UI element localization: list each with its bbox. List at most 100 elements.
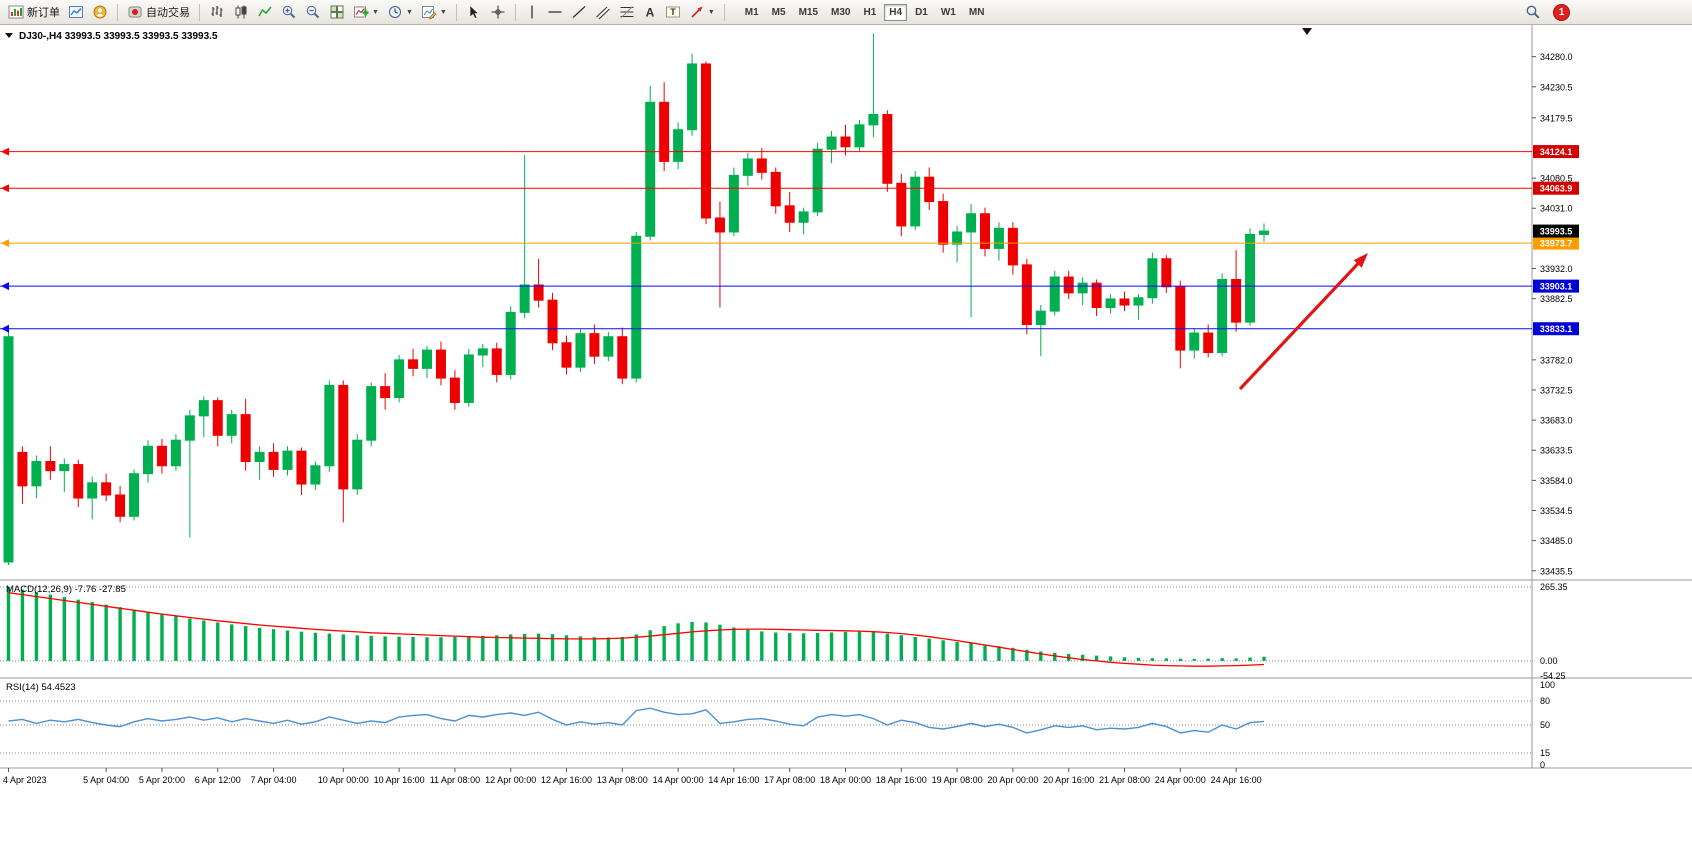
templates-button[interactable]: ▼ [417, 2, 451, 22]
text-label-tool-button[interactable]: T [661, 2, 685, 22]
timeframe-h4-button[interactable]: H4 [884, 3, 908, 21]
chart-header: DJ30-,H4 33993.5 33993.5 33993.5 33993.5 [5, 28, 1312, 42]
time-tick-label: 14 Apr 16:00 [708, 775, 759, 785]
arrows-tool-icon [691, 6, 703, 18]
tile-windows-button[interactable] [325, 2, 349, 22]
candlestick-chart-type-button[interactable] [229, 2, 253, 22]
time-tick-label: 24 Apr 16:00 [1211, 775, 1262, 785]
crosshair-tool-button[interactable] [486, 2, 510, 22]
time-tick-label: 20 Apr 00:00 [987, 775, 1038, 785]
chevron-down-icon: ▼ [372, 8, 379, 16]
price-tick-label: 33782.0 [1540, 355, 1573, 365]
timeframe-m5-button[interactable]: M5 [771, 6, 786, 18]
chart-window-button[interactable] [64, 2, 88, 22]
navigator-icon [93, 5, 107, 19]
timeframe-d1-button[interactable]: D1 [915, 6, 928, 18]
time-tick-label: 24 Apr 00:00 [1155, 775, 1206, 785]
timeframe-h1-button[interactable]: H1 [863, 6, 877, 18]
zoom-out-icon [306, 5, 320, 19]
zoom-in-icon [282, 5, 296, 19]
search-button[interactable] [1521, 2, 1545, 22]
price-tick-label: 33932.0 [1540, 264, 1573, 274]
toolbar-separator [455, 3, 457, 21]
indicators-icon [354, 6, 369, 18]
chart-area[interactable]: DJ30-,H4 33993.5 33993.5 33993.5 33993.5… [0, 25, 1692, 853]
time-tick-label: 19 Apr 08:00 [932, 775, 983, 785]
trendline-tool-button[interactable] [567, 2, 591, 22]
rsi-panel: RSI(14) 54.4523 100 80 50 15 0 [0, 680, 1555, 770]
svg-text:34063.9: 34063.9 [1540, 184, 1573, 194]
price-tick-label: 34230.5 [1540, 82, 1573, 92]
vertical-line-tool-button[interactable] [521, 2, 543, 22]
timeframe-m15-button[interactable]: M15 [798, 6, 819, 18]
price-tick-label: 34031.0 [1540, 204, 1573, 214]
svg-text:33903.1: 33903.1 [1540, 282, 1573, 292]
auto-trading-icon [128, 6, 142, 18]
bar-chart-type-icon [211, 6, 223, 17]
channel-tool-button[interactable] [591, 2, 615, 22]
price-tick-label: 33633.5 [1540, 446, 1573, 456]
timeframe-w1-button[interactable]: W1 [940, 6, 956, 18]
toolbar: 新订单 自动交易 [0, 0, 1692, 25]
zoom-in-button[interactable] [277, 2, 301, 22]
macd-panel: MACD(12,26,9) -7.76 -27.85 265.35 0.00 -54.… [0, 582, 1568, 681]
collapse-triangle-icon[interactable] [5, 33, 13, 38]
price-axis[interactable]: 34280.0 34230.5 34179.5 34080.5 34031.0 33932… [1532, 52, 1579, 576]
trend-arrow[interactable] [1238, 253, 1368, 391]
time-tick-label: 11 Apr 08:00 [430, 775, 480, 785]
toolbar-separator [117, 3, 118, 21]
indicators-button[interactable]: ▼ [349, 2, 383, 22]
notification-badge[interactable]: 1 [1553, 3, 1570, 21]
rsi-label: RSI(14) 54.4523 [6, 682, 76, 693]
time-tick-label: 6 Apr 12:00 [195, 775, 241, 785]
clock-icon [388, 6, 401, 18]
rsi-axis-label: 0 [1540, 760, 1545, 770]
vertical-line-icon [531, 5, 533, 19]
time-tick-label: 18 Apr 16:00 [876, 775, 927, 785]
horizontal-lines[interactable] [0, 147, 1532, 333]
price-tick-label: 33683.0 [1540, 416, 1573, 426]
zoom-out-button[interactable] [301, 2, 325, 22]
time-tick-label: 10 Apr 16:00 [374, 775, 425, 785]
time-axis[interactable]: 4 Apr 2023 5 Apr 04:00 5 Apr 20:00 6 Apr 12… [3, 768, 1262, 785]
time-tick-label: 7 Apr 04:00 [251, 775, 297, 785]
tile-windows-icon [330, 5, 344, 19]
horizontal-line-tool-button[interactable] [543, 2, 567, 22]
navigator-button[interactable] [88, 2, 112, 22]
chart-shift-marker-icon[interactable] [1302, 28, 1312, 35]
time-tick-label: 12 Apr 00:00 [485, 775, 536, 785]
bar-chart-type-button[interactable] [205, 2, 229, 22]
time-tick-label: 13 Apr 08:00 [597, 775, 648, 785]
new-order-icon [8, 5, 24, 19]
channel-icon [595, 6, 610, 20]
svg-text:33833.1: 33833.1 [1540, 324, 1573, 334]
time-tick-label: 20 Apr 16:00 [1043, 775, 1094, 785]
chevron-down-icon: ▼ [439, 8, 447, 16]
price-badge: 33833.1 [1533, 322, 1579, 336]
rsi-axis-label: 15 [1540, 748, 1550, 758]
line-chart-type-button[interactable] [253, 2, 277, 22]
auto-trading-button[interactable]: 自动交易 [123, 2, 194, 22]
macd-axis-label: 0.00 [1540, 656, 1558, 666]
timeframe-m1-button[interactable]: M1 [744, 6, 759, 18]
text-tool-button[interactable]: A [639, 2, 661, 22]
time-tick-label: 14 Apr 00:00 [653, 775, 704, 785]
periods-button[interactable]: ▼ [383, 2, 417, 22]
svg-text:T: T [670, 7, 676, 17]
crosshair-icon [491, 5, 505, 19]
rsi-axis-label: 100 [1540, 680, 1555, 690]
auto-trading-label: 自动交易 [146, 7, 190, 19]
time-tick-label: 12 Apr 16:00 [541, 775, 592, 785]
arrows-tool-button[interactable]: ▼ [685, 2, 719, 22]
cursor-tool-button[interactable] [462, 2, 486, 22]
svg-text:33993.5: 33993.5 [1540, 227, 1573, 237]
timeframe-m30-button[interactable]: M30 [831, 6, 851, 18]
toolbar-separator [199, 3, 200, 21]
timeframe-mn-button[interactable]: MN [968, 6, 985, 18]
fibonacci-tool-button[interactable] [615, 2, 639, 22]
search-icon [1526, 5, 1540, 19]
new-order-button[interactable]: 新订单 [4, 2, 64, 22]
price-tick-label: 33732.5 [1540, 385, 1573, 395]
chart-title: DJ30-,H4 33993.5 33993.5 33993.5 33993.5 [19, 31, 218, 42]
templates-icon [421, 6, 437, 20]
